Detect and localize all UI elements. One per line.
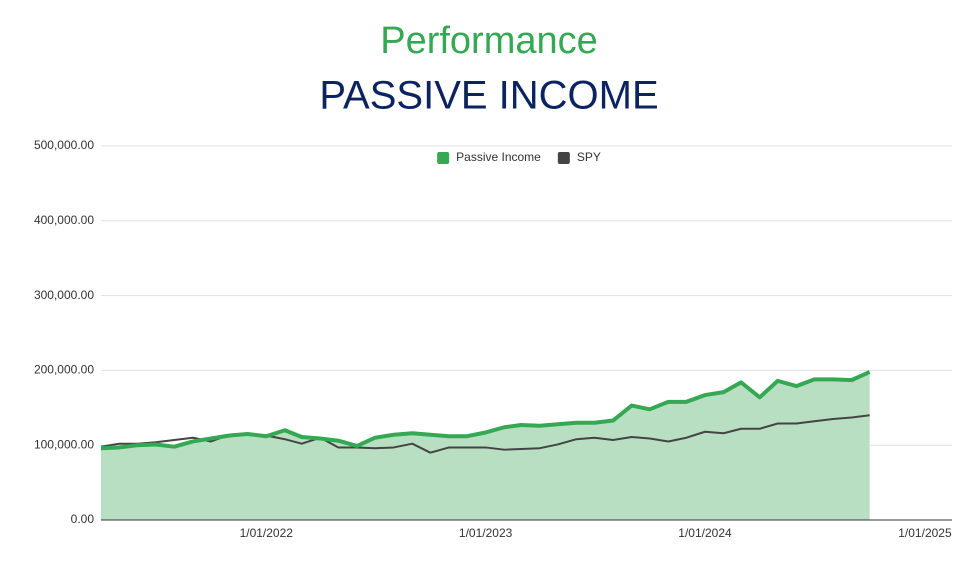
x-tick-label: 1/01/2025 — [898, 526, 952, 540]
y-tick-label: 0.00 — [71, 512, 95, 526]
y-tick-label: 100,000.00 — [34, 437, 94, 451]
chart-subtitle: PASSIVE INCOME — [319, 74, 658, 118]
y-tick-label: 400,000.00 — [34, 213, 94, 227]
legend-label: Passive Income — [456, 150, 541, 164]
legend-swatch — [437, 152, 450, 164]
y-tick-label: 300,000.00 — [34, 288, 94, 302]
chart-title: Performance — [380, 20, 598, 62]
y-tick-label: 200,000.00 — [34, 363, 94, 377]
legend: Passive Income SPY — [437, 150, 601, 164]
legend-label: SPY — [577, 150, 601, 164]
area — [101, 371, 870, 520]
x-tick-label: 1/01/2022 — [240, 526, 294, 540]
x-tick-label: 1/01/2024 — [678, 526, 732, 540]
y-tick-label: 500,000.00 — [34, 138, 94, 152]
legend-swatch — [557, 152, 570, 164]
line — [100, 370, 871, 451]
x-tick-label: 1/01/2023 — [459, 526, 513, 540]
